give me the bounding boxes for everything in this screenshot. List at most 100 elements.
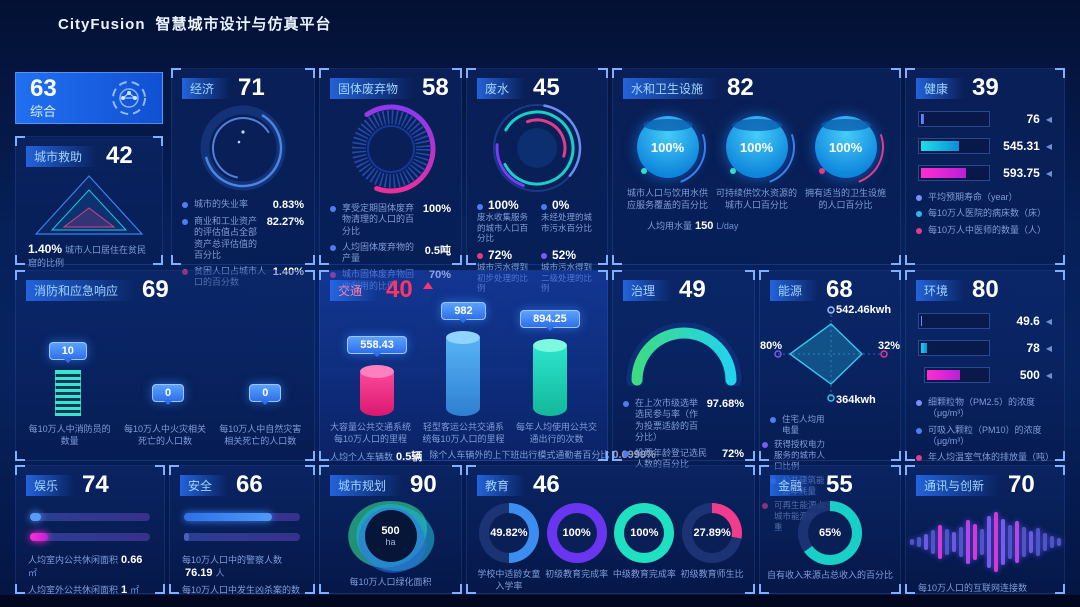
panel-entertainment[interactable]: 娱乐 74 人均室内公共休闲面积 0.66㎡ 人均室外公共休闲面积 1 ㎡	[15, 465, 165, 596]
panel-title: 城市救助	[26, 145, 99, 167]
bar-value: 545.31	[1003, 139, 1040, 153]
stat-value: 72%	[721, 448, 744, 460]
stat-value: 100%	[488, 198, 519, 212]
education-ring: 27.89% 初级教育师生比	[679, 503, 745, 592]
panel-score: 69	[142, 276, 169, 303]
panel-governance[interactable]: 治理 49 在上次市级选举选民参与率（作为投票适龄的百分比） 97.68% 投票年龄…	[612, 270, 755, 469]
traffic-metric: 894.25	[520, 310, 580, 416]
metric-label: 轻型客运公共交通系统每10万人口的里程	[422, 422, 505, 444]
bar-value: 78	[1026, 341, 1040, 355]
bullet-icon	[762, 442, 768, 449]
panel-title: 治理	[623, 279, 672, 301]
stat-value: 0.66	[121, 554, 143, 566]
water-gauge: 100% 城市人口与饮用水供应服务覆盖的百分比	[625, 116, 711, 211]
stat-value: 72%	[488, 247, 513, 262]
legend-label: 可再生能源占城市能源的比重	[774, 500, 826, 532]
env-bar-row: 49.6 ◀	[918, 313, 1052, 329]
water-usage-unit: L/day	[716, 221, 739, 232]
panel-safety[interactable]: 安全 66 每10万人口中的警察人数 76.19 人 每10万人口中发生凶杀案的数量 0…	[169, 465, 315, 607]
economy-ring-chart	[200, 105, 286, 191]
outdoor-leisure-slider[interactable]	[30, 533, 150, 541]
marker-icon: ◀	[1045, 370, 1052, 380]
panel-title: 交通	[330, 279, 379, 301]
indoor-leisure-slider[interactable]	[30, 513, 150, 521]
panel-title: 健康	[916, 77, 965, 99]
panel-fire-emergency[interactable]: 消防和应急响应 69 10 0 0 每10万人中消防员的数量 每10万人中火灾相关…	[15, 270, 315, 461]
panel-title: 消防和应急响应	[26, 279, 135, 301]
finance-ring-chart: 65%	[798, 501, 862, 565]
education-ring: 100% 初级教育完成率	[544, 503, 610, 592]
panel-city-aid[interactable]: 城市救助 42 1.40% 城市人口居住在贫民窟的比例	[15, 136, 163, 268]
stat-value: 1	[121, 584, 128, 596]
bottom-strip	[0, 597, 1080, 607]
bullet-icon	[916, 227, 922, 234]
stat-label: 享受定期固体废弃物清理的人口的百分比	[342, 203, 415, 236]
panel-title: 通讯与创新	[916, 474, 1001, 496]
panel-solid-waste[interactable]: 固体废弃物 58 享受定期固体废弃物清理的人口的百分比 100% 人均固体废弃物的产…	[319, 68, 462, 291]
panel-traffic[interactable]: 交通 40 558.43 982 894.25 大容量公共交通系统每10万人口的里…	[319, 270, 656, 463]
bullet-icon	[916, 211, 922, 218]
env-bar-row: 500 ◀	[918, 367, 1052, 383]
marker-icon: ◀	[1045, 316, 1052, 326]
metric-label: 每年人均使用公共交通出行的次数	[515, 422, 597, 444]
gauge-dot-icon	[729, 168, 736, 174]
legend-label: 每10万人中医师的数量（人）	[928, 224, 1047, 235]
marker-icon: ◀	[1045, 141, 1052, 151]
gauge-value: 100%	[828, 139, 863, 155]
bar-value: 49.6	[1016, 314, 1040, 328]
stat-value: 1.40%	[273, 266, 304, 278]
panel-title: 金融	[770, 474, 819, 496]
marker-icon: ◀	[1045, 114, 1052, 124]
bullet-icon	[623, 451, 629, 457]
stat-value: 7013.78	[921, 595, 961, 607]
value-bubble: 0	[249, 384, 282, 402]
panel-water-sanitation[interactable]: 水和卫生设施 82 100% 城市人口与饮用水供应服务覆盖的百分比 100% 可持…	[612, 68, 901, 265]
homicide-slider[interactable]	[184, 533, 300, 541]
water-gauge: 100% 可持续供饮水资源的城市人口百分比	[714, 116, 800, 211]
panel-urban-planning[interactable]: 城市规划 90 500 ha 每10万人口绿化面积	[319, 465, 462, 594]
ring-label: 初级教育完成率	[545, 569, 609, 579]
health-bar-row: 76 ◀	[918, 111, 1052, 127]
stat-unit: 个	[963, 596, 973, 606]
panel-score: 66	[236, 471, 263, 498]
bullet-icon	[541, 203, 547, 210]
ring-value: 27.89%	[693, 527, 731, 539]
stat-label: 人均固体废弃物的产量	[342, 241, 415, 263]
panel-finance[interactable]: 金融 55 65% 自有收入来源占总收入的百分比	[759, 465, 901, 594]
metric-label: 每10万人中消防员的数量	[28, 424, 111, 446]
bullet-icon	[477, 253, 483, 260]
axis-value-left: 80%	[760, 340, 783, 352]
panel-wastewater[interactable]: 废水 45 100% 废水收集服务的城市人口百分比 0% 未经处理的城市污水百分比…	[466, 68, 608, 293]
panel-education[interactable]: 教育 46 49.82% 学校中适龄女童入学率 100% 初级教育完成率 100%…	[466, 465, 755, 594]
panel-score: 82	[727, 74, 754, 101]
panel-score: 42	[106, 142, 133, 169]
panel-economy[interactable]: 经济 71 城市的失业率 0.83% 商业和工业资产的评估值占全部资产总评估值的百分…	[171, 68, 315, 287]
panel-energy[interactable]: 能源 68 542.46kwh 32% 364kwh 80% 住宅人均用电量 获得…	[759, 270, 901, 532]
legend-label: 年人均温室气体的排放量（吨）	[928, 452, 1055, 462]
panel-comprehensive[interactable]: 63 综合	[15, 72, 163, 124]
fire-metric: 0	[151, 384, 185, 416]
police-slider[interactable]	[184, 513, 300, 521]
ring-label: 初级教育师生比	[680, 569, 744, 579]
value-bubble: 10	[48, 342, 87, 360]
stat-value: 0.5吨	[424, 244, 451, 257]
panel-health[interactable]: 健康 39 76 ◀ 545.31 ◀ 593.75 ◀ 平均预期寿命（year） 每1…	[905, 68, 1065, 265]
panel-score: 90	[410, 471, 437, 498]
stat-unit: ㎡	[28, 568, 38, 578]
ring-label: 学校中适龄女童入学率	[477, 569, 541, 591]
ring-value: 100%	[562, 527, 591, 539]
bullet-icon	[182, 202, 188, 208]
comprehensive-label: 综合	[30, 104, 57, 120]
gauge-value: 100%	[650, 139, 685, 155]
fire-metric: 10	[48, 342, 87, 416]
gauge-dot-icon	[640, 168, 647, 174]
solid-waste-donut-chart	[346, 104, 435, 194]
value-bubble: 894.25	[520, 310, 580, 328]
panel-title: 固体废弃物	[330, 77, 415, 99]
panel-environment[interactable]: 环境 80 49.6 ◀ 78 ◀ 500 ◀ 细颗粒物（PM2.5）的浓度（μg/m³…	[905, 270, 1065, 462]
bullet-icon	[770, 417, 776, 423]
bar-value: 500	[1019, 368, 1040, 382]
footnote-label: 人均个人车辆数	[330, 452, 394, 463]
stat-unit: ㎡	[130, 585, 140, 595]
